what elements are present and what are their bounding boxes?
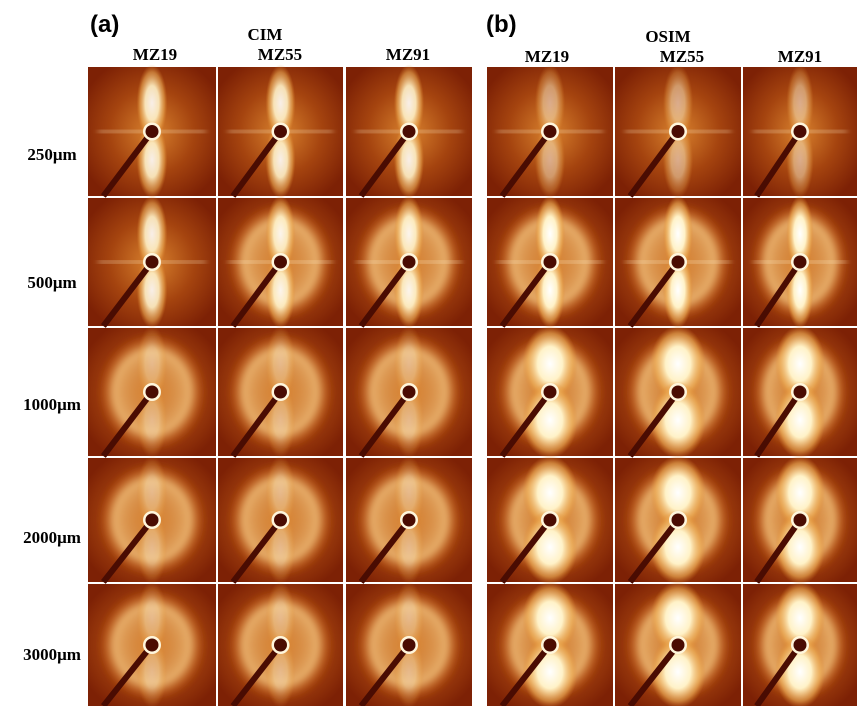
column-label: MZ91 [778,47,822,66]
pattern-cell [346,325,472,458]
beamstop [672,639,685,652]
beamstop [146,639,159,652]
beamstop [403,256,416,269]
beamstop [794,125,807,138]
beamstop [274,386,287,399]
beamstop [672,256,685,269]
pattern-cell [487,325,613,458]
beamstop [672,386,685,399]
beamstop [274,125,287,138]
beamstop [146,386,159,399]
pattern-cell [743,456,857,585]
beamstop [794,514,807,527]
row-label: 500μm [27,273,76,292]
row-label: 1000μm [23,395,81,414]
column-label: MZ19 [525,47,569,66]
panel-label: (b) [486,11,517,38]
beamstop [146,256,159,269]
pattern-cell [218,325,343,458]
pattern-cell [487,456,613,585]
pattern-cell [346,456,472,585]
row-label: 2000μm [23,528,81,547]
beamstop [403,386,416,399]
beamstop [403,639,416,652]
pattern-cell [218,195,343,328]
pattern-cell [346,64,472,198]
pattern-cell [743,582,857,706]
pattern-cell [346,195,472,328]
beamstop [274,514,287,527]
panel-title: OSIM [645,27,690,46]
beamstop [544,639,557,652]
pattern-cell [218,456,343,585]
beamstop [672,514,685,527]
pattern-cell [218,64,343,198]
pattern-cell [487,195,613,328]
pattern-cell [88,325,216,458]
beamstop [794,639,807,652]
pattern-cell [88,195,216,328]
panel-label: (a) [90,11,119,38]
pattern-cell [743,195,857,328]
beamstop [544,125,557,138]
pattern-cell [487,582,613,706]
beamstop [544,256,557,269]
column-label: MZ91 [386,45,430,64]
pattern-cell [218,582,343,706]
pattern-cell [346,582,472,706]
beamstop [146,125,159,138]
beamstop [146,514,159,527]
pattern-cell [88,456,216,585]
figure: (a) CIM (b) OSIM 250μm 500μm 1000μm 2000μm 3… [0,0,857,706]
pattern-cell [615,456,741,585]
pattern-cell [743,325,857,458]
panel-title: CIM [248,25,283,44]
column-label: MZ55 [258,45,302,64]
row-label: 3000μm [23,645,81,664]
pattern-cell [88,64,216,198]
column-label: MZ19 [133,45,177,64]
pattern-cell [615,64,741,198]
beamstop [544,386,557,399]
beamstop [403,125,416,138]
pattern-cell [487,64,613,198]
scattering-patterns [88,64,857,706]
pattern-cell [615,582,741,706]
beamstop [794,386,807,399]
pattern-cell [615,325,741,458]
beamstop [274,639,287,652]
beamstop [403,514,416,527]
pattern-cell [615,195,741,328]
beamstop [544,514,557,527]
beamstop [672,125,685,138]
beamstop [274,256,287,269]
column-label: MZ55 [660,47,704,66]
pattern-cell [743,64,857,198]
row-label: 250μm [27,145,76,164]
pattern-cell [88,582,216,706]
beamstop [794,256,807,269]
